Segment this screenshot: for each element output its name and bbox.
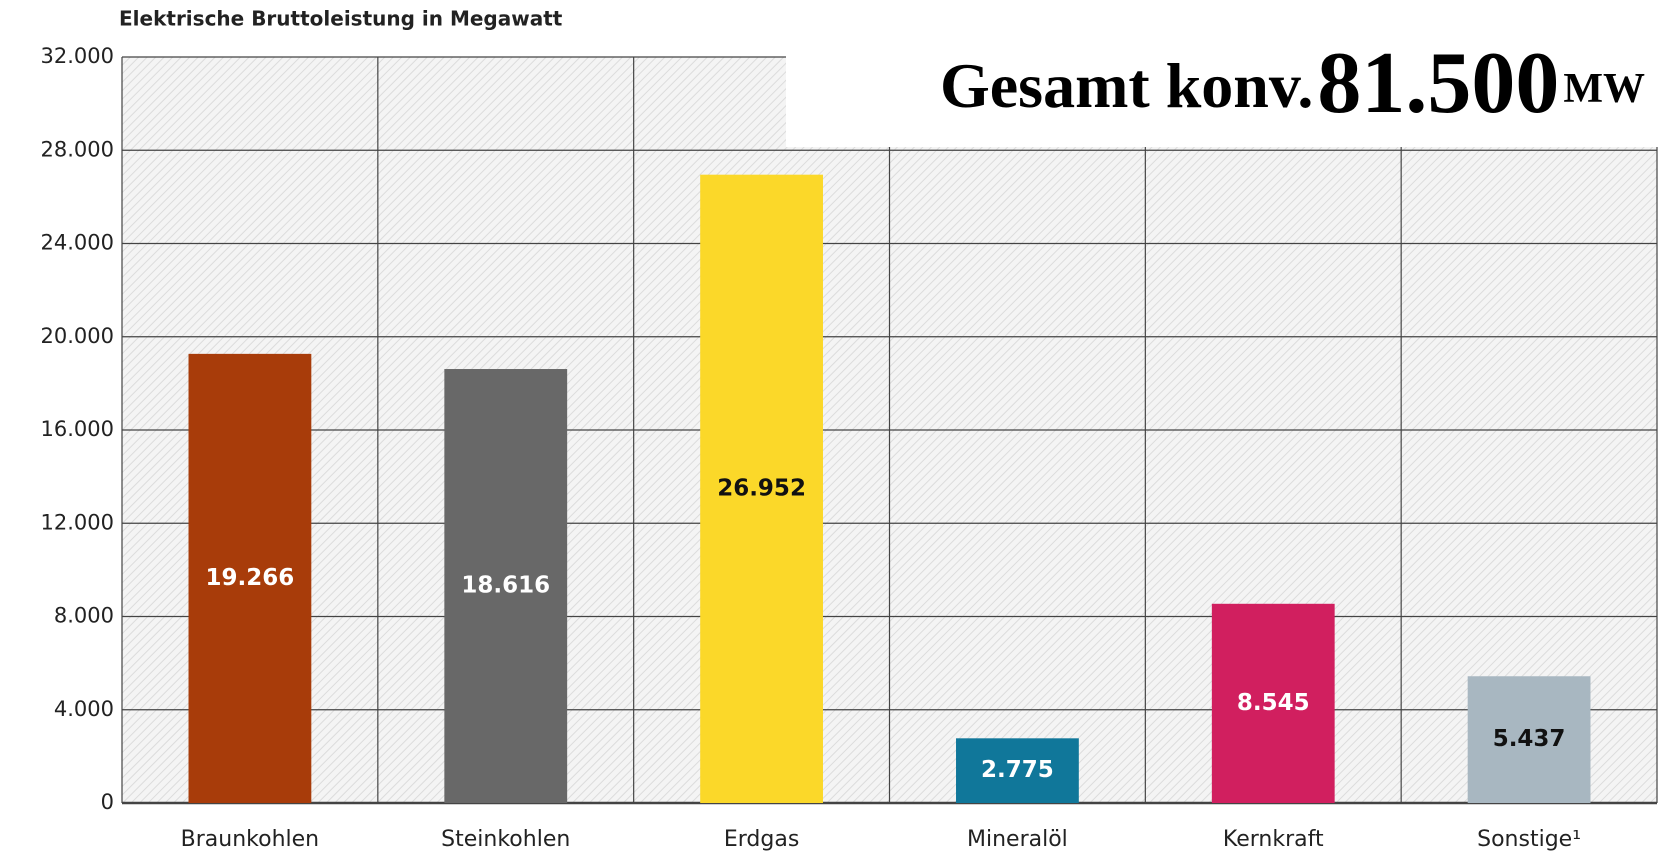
- x-tick-label: Erdgas: [724, 827, 799, 852]
- bar: [1211, 603, 1335, 803]
- y-tick-label: 4.000: [54, 697, 114, 721]
- value-label: 2.775: [981, 757, 1054, 783]
- y-tick-label: 16.000: [41, 417, 114, 441]
- annotation-box: [786, 50, 1665, 147]
- y-tick-label: 28.000: [41, 137, 114, 161]
- value-label: 19.266: [206, 565, 295, 591]
- y-tick-label: 32.000: [41, 44, 114, 68]
- value-label: 5.437: [1493, 726, 1566, 752]
- value-label: 26.952: [717, 475, 806, 501]
- x-tick-label: Sonstige¹: [1477, 827, 1581, 852]
- y-tick-label: 24.000: [41, 231, 114, 255]
- y-tick-label: 12.000: [41, 510, 114, 534]
- bar: [700, 174, 823, 803]
- x-tick-label: Steinkohlen: [441, 827, 570, 852]
- x-tick-label: Kernkraft: [1223, 827, 1324, 852]
- x-tick-label: Mineralöl: [967, 827, 1068, 852]
- bar: [188, 353, 312, 803]
- y-tick-label: 8.000: [54, 604, 114, 628]
- y-tick-label: 0: [101, 790, 114, 814]
- chart-title: Elektrische Bruttoleistung in Megawatt: [119, 7, 563, 31]
- bar: [1467, 676, 1591, 803]
- value-label: 8.545: [1237, 690, 1310, 716]
- annotation-prefix: Gesamt konv.: [940, 50, 1313, 121]
- value-label: 18.616: [461, 573, 550, 599]
- y-tick-label: 20.000: [41, 324, 114, 348]
- annotation-unit: MW: [1563, 66, 1645, 112]
- annotation-total: 81.500: [1317, 35, 1559, 132]
- x-tick-label: Braunkohlen: [181, 827, 319, 852]
- bar: [956, 738, 1079, 803]
- bar: [444, 369, 568, 803]
- annotation: Gesamt konv. 81.500 MW: [940, 35, 1645, 132]
